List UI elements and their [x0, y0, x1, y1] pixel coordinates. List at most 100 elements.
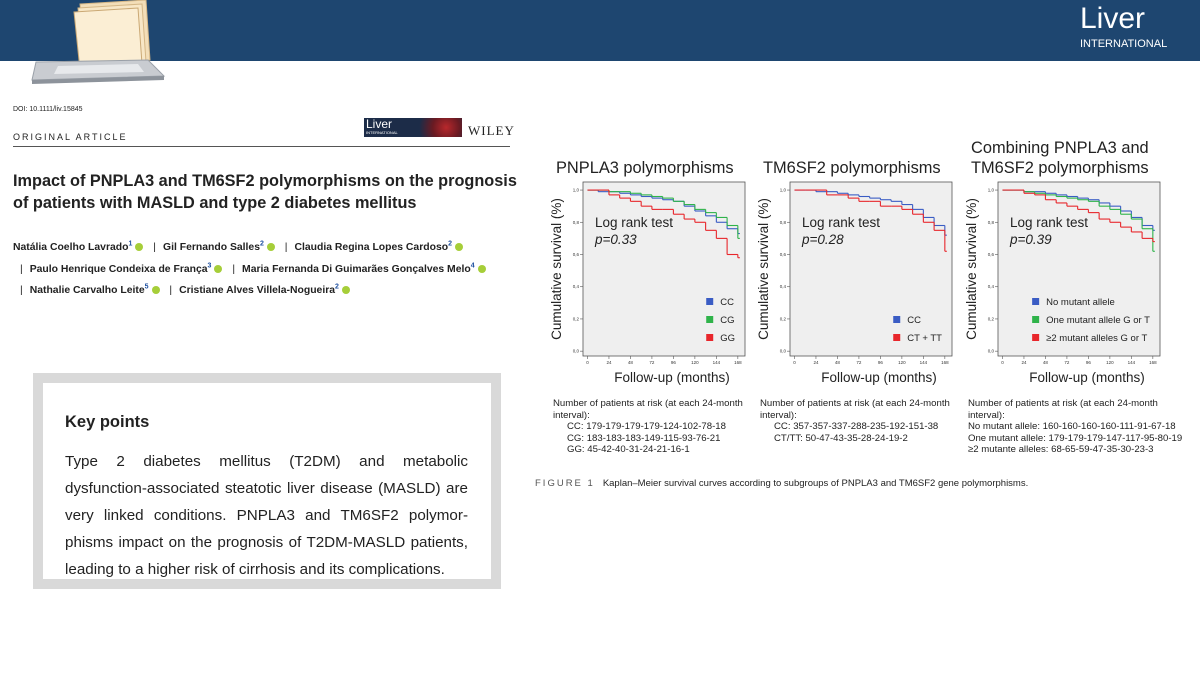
header-band	[0, 0, 1200, 61]
y-tick-label: 0,0	[988, 349, 995, 354]
chart: 0,0 0,2 0,4 0,6 0,8 1,0 0 24 48 72 96 120 144 168 Cumu…	[964, 181, 1161, 385]
orcid-icon	[266, 243, 275, 252]
y-tick-label: 0,2	[780, 316, 787, 321]
y-axis-label: Cumulative survival (%)	[549, 198, 564, 340]
legend-swatch	[893, 334, 901, 341]
y-axis-label: Cumulative survival (%)	[964, 198, 979, 340]
author-affiliation: 5	[144, 283, 149, 291]
journal-mark: Liver INTERNATIONAL	[364, 118, 462, 137]
legend-swatch	[893, 316, 901, 323]
risk-table: Number of patients at risk (at each 24-m…	[968, 398, 1183, 456]
y-tick-label: 0,0	[780, 349, 787, 354]
annotation: p=0.28	[801, 232, 844, 247]
y-tick-label: 0,4	[573, 284, 580, 289]
risk-row: One mutant allele: 179-179-179-147-117-9…	[968, 432, 1183, 444]
author-name: Cristiane Alves Villela-Nogueira	[179, 285, 336, 297]
x-tick-label: 24	[606, 360, 612, 365]
author: Maria Fernanda Di Guimarães Gonçalves Me…	[242, 262, 486, 275]
x-axis-label: Follow-up (months)	[821, 370, 937, 385]
author: Natália Coelho Lavrado1	[13, 241, 144, 254]
risk-row: CC: 357-357-337-288-235-192-151-38	[774, 421, 939, 433]
y-tick-label: 1,0	[988, 188, 995, 193]
journal-mark-title: Liver	[366, 118, 393, 131]
legend-swatch	[706, 298, 714, 305]
author-affiliation: 2	[448, 241, 452, 248]
author-separator: |	[232, 263, 236, 275]
author: Gil Fernando Salles2	[163, 241, 275, 253]
legend-swatch	[1032, 334, 1040, 341]
journal-logo-subtitle: INTERNATIONAL	[1080, 38, 1168, 50]
x-tick-label: 48	[1043, 360, 1049, 365]
article-section: ORIGINAL ARTICLE	[13, 132, 128, 142]
legend-label: ≥2 mutant alleles G or T	[1046, 333, 1147, 344]
x-tick-label: 144	[1128, 360, 1136, 365]
author-name: Claudia Regina Lopes Cardoso	[294, 242, 449, 254]
chart-title: Combining PNPLA3 and TM6SF2 polymorphism…	[971, 139, 1149, 177]
doi: DOI: 10.1111/liv.15845	[13, 106, 83, 113]
orcid-icon	[151, 286, 160, 295]
key-points-text: Type 2 diabetes mellitus (T2DM) and meta…	[65, 453, 468, 578]
y-tick-label: 1,0	[573, 188, 580, 193]
x-tick-label: 96	[1086, 360, 1092, 365]
author-name: Natália Coelho Lavrado	[13, 242, 129, 254]
author-separator: |	[169, 285, 173, 297]
risk-heading: Number of patients at risk (at each 24-m…	[968, 398, 1158, 421]
x-tick-label: 168	[734, 360, 742, 365]
risk-row: CC: 179-179-179-179-124-102-78-18	[567, 421, 726, 433]
risk-row: GG: 45-42-40-31-24-21-16-1	[567, 444, 690, 456]
author-separator: |	[284, 242, 288, 254]
x-tick-label: 120	[691, 360, 699, 365]
chart-panel: PNPLA3 polymorphisms 0,0 0,2 0,4 0,6 0,8 1,0 0 2…	[548, 130, 760, 456]
y-tick-label: 0,8	[780, 220, 787, 225]
chart-panel: TM6SF2 polymorphisms 0,0 0,2 0,4 0,6 0,8 1,0 0 2…	[755, 130, 967, 444]
risk-row: No mutant allele: 160-160-160-160-111-91…	[968, 421, 1176, 433]
risk-heading: Number of patients at risk (at each 24-m…	[553, 398, 743, 421]
legend-swatch	[706, 334, 714, 341]
y-tick-label: 0,4	[780, 284, 787, 289]
publisher: WILEY	[468, 123, 515, 138]
author-affiliation: 1	[128, 241, 133, 248]
plot-area	[997, 181, 1161, 357]
figure-label: FIGURE 1	[535, 478, 595, 489]
chart-title: TM6SF2 polymorphisms	[763, 159, 941, 177]
legend-label: CG	[720, 315, 734, 326]
annotation: Log rank test	[1010, 215, 1088, 230]
x-tick-label: 120	[898, 360, 906, 365]
chart: 0,0 0,2 0,4 0,6 0,8 1,0 0 24 48 72 96 120 144 168 Cumu…	[549, 181, 746, 385]
x-tick-label: 0	[586, 360, 589, 365]
rule	[13, 146, 510, 147]
plot-area	[789, 181, 953, 357]
annotation: p=0.33	[594, 232, 637, 247]
x-tick-label: 24	[813, 360, 819, 365]
article-title: Impact of PNPLA3 and TM6SF2 polymorphism…	[13, 172, 517, 212]
laptop-illustration	[31, 0, 166, 84]
annotation: p=0.39	[1009, 232, 1052, 247]
x-tick-label: 120	[1106, 360, 1114, 365]
author-separator: |	[153, 242, 156, 254]
legend-swatch	[706, 316, 714, 323]
legend-label: CC	[720, 297, 734, 308]
risk-table: Number of patients at risk (at each 24-m…	[760, 398, 970, 444]
annotation: Log rank test	[595, 215, 673, 230]
legend-label: No mutant allele	[1046, 297, 1115, 308]
legend-label: CT + TT	[907, 333, 942, 344]
orcid-icon	[454, 243, 463, 252]
figure-caption-text: Kaplan–Meier survival curves according t…	[602, 478, 1029, 489]
y-axis-label: Cumulative survival (%)	[756, 198, 771, 340]
x-tick-label: 72	[1064, 360, 1070, 365]
key-points-title: Key points	[65, 413, 150, 431]
author-separator: |	[20, 263, 23, 275]
legend-label: CC	[907, 315, 921, 326]
risk-row: CT/TT: 50-47-43-35-28-24-19-2	[774, 432, 908, 444]
author: Cristiane Alves Villela-Nogueira2	[179, 284, 350, 297]
author-affiliation: 2	[260, 241, 264, 248]
risk-table: Number of patients at risk (at each 24-m…	[553, 398, 763, 456]
x-tick-label: 168	[1149, 360, 1157, 365]
y-tick-label: 1,0	[780, 188, 787, 193]
risk-row: ≥2 mutante alleles: 68-65-59-47-35-30-23…	[968, 444, 1154, 456]
risk-heading: Number of patients at risk (at each 24-m…	[760, 398, 950, 421]
legend-swatch	[1032, 298, 1040, 305]
author-affiliation: 3	[207, 262, 212, 270]
legend-swatch	[1032, 316, 1040, 323]
